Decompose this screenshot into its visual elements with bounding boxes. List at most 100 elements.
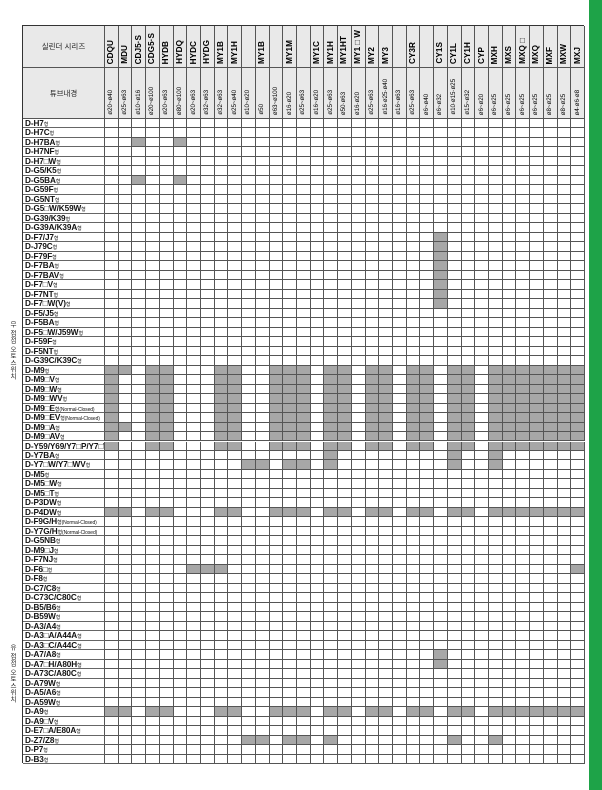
table-cell [571,156,585,167]
table-cell [255,346,270,357]
bore-size-cell: ø6~ø25 [516,68,531,119]
table-cell [310,375,325,385]
compatible-cell [406,422,421,432]
table-cell [297,261,311,271]
table-cell [242,726,256,736]
table-cell [118,574,133,584]
table-cell [365,318,380,328]
table-cell [214,137,229,148]
table-cell [297,669,311,679]
table-cell [393,498,407,508]
series-name: HYDB [161,40,171,64]
switch-model-name: D-F9G/H [25,517,58,527]
table-cell [255,754,270,764]
bore-size-cell: ø6~ø25 [530,68,544,119]
table-cell [324,536,339,546]
table-cell [310,156,325,167]
table-cell [173,128,188,138]
table-cell [255,166,270,176]
compatible-cell [530,432,544,442]
compatible-cell [365,384,380,395]
compatible-cell [530,422,544,432]
table-cell [187,612,201,622]
table-cell [379,574,393,584]
compatible-cell [571,564,585,575]
table-cell [434,526,448,537]
table-cell [447,545,462,556]
bore-size: ø10·ø15·ø25 [450,79,458,115]
table-cell [242,213,256,224]
table-cell [324,517,339,527]
table-cell [201,213,215,224]
table-cell [269,128,284,138]
table-cell [338,346,352,357]
table-cell [434,384,448,395]
table-cell [242,175,256,186]
table-cell [310,479,325,489]
table-cell [351,526,366,537]
table-cell [502,270,517,281]
compatible-cell [420,441,435,451]
table-cell [338,270,352,281]
table-cell [351,631,366,641]
table-cell [214,147,229,157]
switch-model-suffix: 형 [53,283,58,290]
switch-model-suffix: 형 [57,387,62,394]
table-cell [420,261,435,271]
table-cell [516,726,531,736]
table-cell [132,621,147,632]
table-cell [420,688,435,698]
table-cell [393,175,407,186]
table-cell [543,726,558,736]
table-cell [475,346,489,357]
switch-model-name: D-M9□A [25,422,56,432]
switch-model-suffix: 형 [56,691,61,698]
table-cell [379,659,393,670]
table-cell [406,185,421,195]
table-cell [297,337,311,347]
table-cell [379,327,393,338]
table-cell [105,678,119,689]
table-cell [557,669,572,679]
table-cell [489,194,503,205]
table-cell [228,488,243,499]
table-cell [187,327,201,338]
bore-size: ø25~ø63 [326,90,334,115]
table-cell [187,688,201,698]
table-cell [118,137,133,148]
table-cell [173,716,188,727]
table-cell [255,327,270,338]
table-cell [255,232,270,243]
table-cell [379,726,393,736]
table-cell [502,299,517,309]
table-cell [420,346,435,357]
table-cell [516,204,531,214]
table-cell [461,650,476,660]
table-cell [324,327,339,338]
bore-size-cell: ø16~ø20 [310,68,325,119]
table-cell [255,432,270,442]
table-cell [159,242,174,252]
table-cell [543,128,558,138]
table-cell [530,697,544,708]
table-cell [434,223,448,233]
table-cell [571,242,585,252]
table-cell [516,156,531,167]
table-cell [283,280,297,290]
table-cell [310,678,325,689]
table-cell [475,403,489,414]
compatible-cell [406,394,421,404]
table-cell [324,469,339,480]
table-cell [214,185,229,195]
table-cell [297,318,311,328]
table-cell [324,194,339,205]
table-cell [338,564,352,575]
table-cell [214,688,229,698]
table-cell [324,270,339,281]
bore-size-cell: ø10~ø20 [242,68,256,119]
table-cell [502,697,517,708]
table-cell [173,147,188,157]
compatible-cell [447,507,462,518]
group-label-reed: 유 접점 오토스위치 [3,583,20,763]
compatible-cell [502,394,517,404]
